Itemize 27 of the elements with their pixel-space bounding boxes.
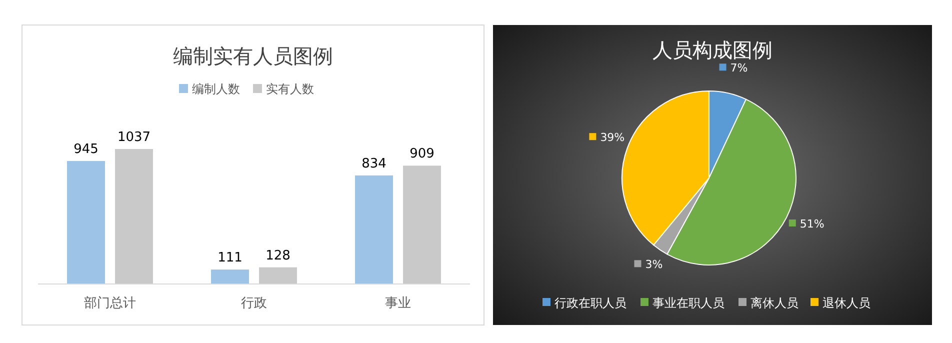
legend-label: 编制人数 xyxy=(192,82,240,96)
bar xyxy=(67,160,105,284)
data-label: 834 xyxy=(362,156,386,172)
legend-label: 行政在职人员 xyxy=(554,296,626,310)
legend-label: 退休人员 xyxy=(822,296,870,310)
data-label: 51% xyxy=(800,217,824,230)
x-tick-label: 行政 xyxy=(241,296,267,311)
data-label: 128 xyxy=(266,248,290,264)
chart-title: 编制实有人员图例 xyxy=(173,44,333,68)
data-label: 3% xyxy=(645,258,663,272)
legend-label: 事业在职人员 xyxy=(652,296,724,310)
bar xyxy=(355,175,393,284)
bar xyxy=(115,149,153,284)
data-label: 1037 xyxy=(117,130,151,145)
legend-label: 离休人员 xyxy=(750,296,798,310)
data-label: 111 xyxy=(218,250,242,266)
data-label: 7% xyxy=(730,62,748,75)
x-tick-label: 部门总计 xyxy=(84,295,136,311)
x-tick-label: 事业 xyxy=(385,296,411,311)
data-label: 39% xyxy=(600,131,625,144)
data-label: 945 xyxy=(74,142,98,157)
bar xyxy=(403,166,441,284)
bar xyxy=(259,267,297,284)
chart-title: 人员构成图例 xyxy=(652,38,772,62)
bar xyxy=(211,270,249,284)
data-label: 909 xyxy=(410,146,434,162)
legend-label: 实有人数 xyxy=(266,82,314,96)
